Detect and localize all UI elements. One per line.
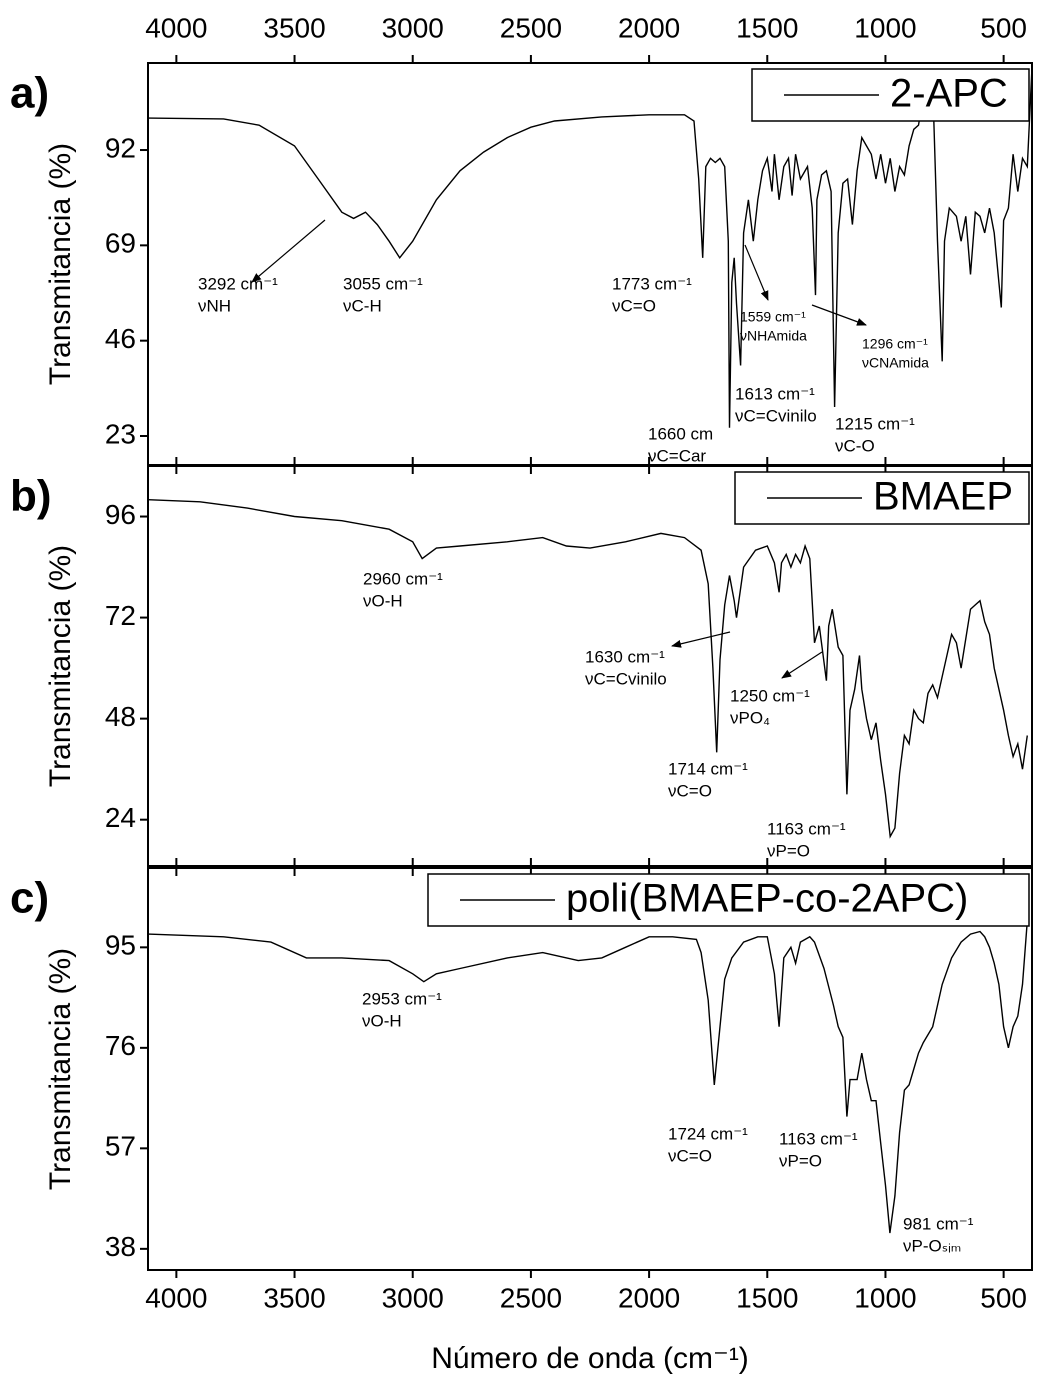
- peak-annotation: νC-O: [835, 436, 875, 455]
- peak-annotation: νC=O: [668, 1146, 712, 1165]
- legend-label: 2-APC: [890, 72, 1008, 116]
- x-tick-label: 1000: [854, 1282, 916, 1313]
- peak-annotation: νP=O: [779, 1151, 822, 1170]
- peak-annotation: νO-H: [363, 591, 403, 610]
- y-tick-label: 23: [105, 418, 136, 449]
- y-tick-label: 24: [105, 802, 136, 833]
- peak-annotation: νO-H: [362, 1011, 402, 1030]
- y-tick-label: 57: [105, 1131, 136, 1162]
- top-x-tick-label: 1500: [736, 12, 798, 43]
- peak-annotation: 2953 cm⁻¹: [362, 989, 442, 1008]
- peak-annotation: νP=O: [767, 841, 810, 860]
- y-tick-label: 92: [105, 132, 136, 163]
- peak-annotation: νC=Cvinilo: [735, 406, 817, 425]
- peak-annotation: νC-H: [343, 296, 382, 315]
- top-x-tick-label: 3000: [382, 12, 444, 43]
- top-x-tick-label: 2500: [500, 12, 562, 43]
- panel-label: c): [10, 874, 49, 923]
- peak-annotation: 1296 cm⁻¹: [862, 336, 928, 352]
- spectrum-line: [147, 920, 1028, 1234]
- x-tick-label: 500: [980, 1282, 1027, 1313]
- peak-annotation: 981 cm⁻¹: [903, 1214, 974, 1233]
- y-axis-label: Transmitancia (%): [44, 143, 77, 385]
- annotation-arrow: [781, 651, 823, 679]
- x-axis-label: Número de onda (cm⁻¹): [431, 1342, 749, 1375]
- peak-annotation: 1163 cm⁻¹: [767, 819, 846, 838]
- plot-frame: [147, 867, 1033, 1271]
- peak-annotation: 1714 cm⁻¹: [668, 759, 748, 778]
- peak-annotation: νCNAmida: [862, 355, 929, 371]
- top-x-tick-label: 500: [980, 12, 1027, 43]
- x-tick-label: 3000: [382, 1282, 444, 1313]
- annotation-arrow: [744, 244, 769, 301]
- peak-annotation: 1559 cm⁻¹: [740, 309, 806, 325]
- plot-frame: [147, 465, 1033, 867]
- spectrum-line: [147, 499, 1028, 839]
- peak-annotation: 1250 cm⁻¹: [730, 686, 810, 705]
- top-x-tick-label: 2000: [618, 12, 680, 43]
- y-tick-label: 69: [105, 228, 136, 259]
- top-x-tick-label: 1000: [854, 12, 916, 43]
- peak-annotation: 2960 cm⁻¹: [363, 569, 443, 588]
- peak-annotation: νC=Car: [648, 446, 706, 465]
- peak-annotation: 1163 cm⁻¹: [779, 1129, 858, 1148]
- x-tick-label: 2000: [618, 1282, 680, 1313]
- y-tick-label: 72: [105, 600, 136, 631]
- peak-annotation: νNHAmida: [740, 328, 807, 344]
- peak-annotation: 1215 cm⁻¹: [835, 414, 915, 433]
- peak-annotation: νNH: [198, 296, 231, 315]
- x-tick-label: 2500: [500, 1282, 562, 1313]
- peak-annotation: 1613 cm⁻¹: [735, 384, 815, 403]
- y-tick-label: 76: [105, 1030, 136, 1061]
- spectrum-line: [147, 67, 1033, 428]
- legend-label: poli(BMAEP-co-2APC): [566, 877, 968, 921]
- annotation-arrow: [251, 219, 326, 283]
- peak-annotation: νC=O: [612, 296, 656, 315]
- peak-annotation: 1630 cm⁻¹: [585, 647, 665, 666]
- y-axis-label: Transmitancia (%): [44, 948, 77, 1190]
- top-x-tick-label: 4000: [145, 12, 207, 43]
- peak-annotation: νC=Cvinilo: [585, 669, 667, 688]
- peak-annotation: 3055 cm⁻¹: [343, 274, 423, 293]
- peak-annotation: 1773 cm⁻¹: [612, 274, 692, 293]
- panel-label: b): [10, 472, 52, 521]
- annotation-arrow: [671, 631, 731, 648]
- panel-label: a): [10, 69, 49, 118]
- y-tick-label: 46: [105, 323, 136, 354]
- peak-annotation: 1660 cm: [648, 424, 713, 443]
- peak-annotation: 1724 cm⁻¹: [668, 1124, 748, 1143]
- x-tick-label: 1500: [736, 1282, 798, 1313]
- y-axis-label: Transmitancia (%): [44, 545, 77, 787]
- peak-annotation: νP-Oₛᵢₘ: [903, 1236, 961, 1255]
- peak-annotation: νC=O: [668, 781, 712, 800]
- y-tick-label: 48: [105, 701, 136, 732]
- peak-annotation: νPO₄: [730, 708, 770, 727]
- y-tick-label: 96: [105, 499, 136, 530]
- y-tick-label: 38: [105, 1231, 136, 1262]
- annotation-arrow: [811, 304, 867, 326]
- x-tick-label: 4000: [145, 1282, 207, 1313]
- peak-annotation: 3292 cm⁻¹: [198, 274, 278, 293]
- x-tick-label: 3500: [263, 1282, 325, 1313]
- legend-label: BMAEP: [873, 475, 1013, 519]
- top-x-tick-label: 3500: [263, 12, 325, 43]
- y-tick-label: 95: [105, 930, 136, 961]
